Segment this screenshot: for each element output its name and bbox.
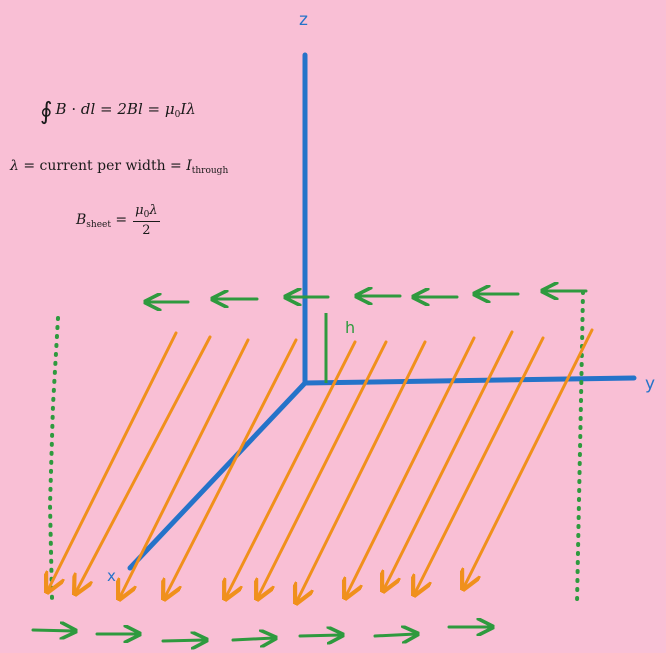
current-arrow-icon: [76, 335, 212, 592]
z-axis-label: z: [299, 10, 308, 30]
field-arrows-top: [147, 291, 588, 302]
amperes-law-equation: ∮ B · dl = 2Bl = μ0Iλ: [40, 97, 196, 125]
field-arrow-icon: [298, 635, 341, 636]
eq1-dot: ·: [66, 100, 81, 118]
field-arrows-bottom: [31, 627, 491, 641]
contour-integral-symbol: ∮: [40, 97, 53, 125]
eq1-mu: μ: [164, 100, 175, 118]
eq1-2Bl: 2Bl: [117, 100, 143, 118]
eq3-B-sub: sheet: [86, 219, 111, 230]
x-axis-label: x: [107, 567, 116, 585]
loop-right-side: [575, 290, 585, 605]
current-arrow-icon: [346, 336, 476, 596]
height-label: h: [345, 318, 356, 337]
eq3-equals: =: [110, 211, 128, 228]
axes: [127, 52, 637, 571]
eq2-I: I: [186, 158, 192, 174]
dotted-loop-icon: [47, 290, 585, 605]
lambda-definition-equation: λ = current per width = Ithrough: [10, 158, 228, 176]
eq1-equals-2: =: [142, 100, 165, 118]
eq1-B: B: [55, 100, 67, 118]
current-arrow-icon: [464, 328, 594, 587]
eq1-I: I: [180, 100, 187, 118]
y-axis-label: y: [645, 374, 656, 394]
eq2-lambda: λ: [10, 158, 19, 174]
eq1-lambda: λ: [186, 100, 196, 118]
eq2-I-sub: through: [191, 166, 229, 176]
eq3-mu-sub: 0: [143, 210, 150, 220]
field-arrow-icon: [31, 630, 74, 631]
current-arrow-icon: [226, 340, 357, 597]
x-axis: [127, 380, 308, 571]
eq3-mu: μ: [135, 203, 144, 218]
current-arrow-icon: [48, 331, 178, 590]
current-arrow-icon: [384, 330, 514, 589]
y-axis: [302, 375, 637, 386]
current-arrow-icon: [165, 338, 298, 597]
eq2-text: = current per width =: [18, 158, 187, 174]
eq1-equals-1: =: [95, 100, 118, 118]
eq3-B: B: [76, 211, 87, 228]
field-arrow-icon: [373, 634, 416, 636]
eq3-numerator: μ0λ: [133, 203, 160, 222]
eq3-fraction: μ0λ 2: [133, 203, 160, 238]
field-arrow-icon: [161, 640, 205, 641]
eq3-lambda: λ: [149, 203, 158, 218]
eq1-dl: dl: [80, 100, 96, 118]
field-arrow-icon: [231, 638, 274, 640]
current-arrow-icon: [258, 340, 388, 597]
b-sheet-equation: Bsheet = μ0λ 2: [76, 203, 160, 238]
loop-left-side: [47, 316, 60, 600]
current-arrow-icon: [120, 338, 250, 597]
current-arrow-icon: [415, 336, 545, 593]
current-arrow-icon: [297, 340, 427, 601]
eq1-mu-sub: 0: [174, 110, 181, 120]
current-arrows: [48, 328, 594, 601]
eq3-denominator: 2: [142, 223, 151, 238]
